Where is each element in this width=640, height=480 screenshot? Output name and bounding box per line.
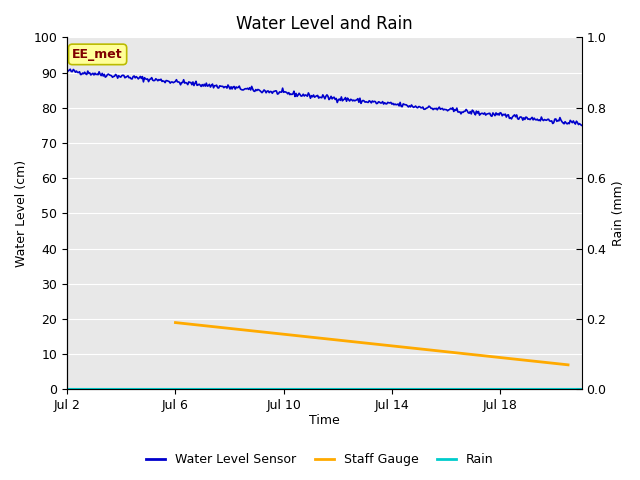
Y-axis label: Water Level (cm): Water Level (cm) (15, 160, 28, 267)
Y-axis label: Rain (mm): Rain (mm) (612, 180, 625, 246)
Title: Water Level and Rain: Water Level and Rain (236, 15, 413, 33)
Legend: Water Level Sensor, Staff Gauge, Rain: Water Level Sensor, Staff Gauge, Rain (141, 448, 499, 471)
X-axis label: Time: Time (309, 414, 340, 427)
Text: EE_met: EE_met (72, 48, 123, 61)
